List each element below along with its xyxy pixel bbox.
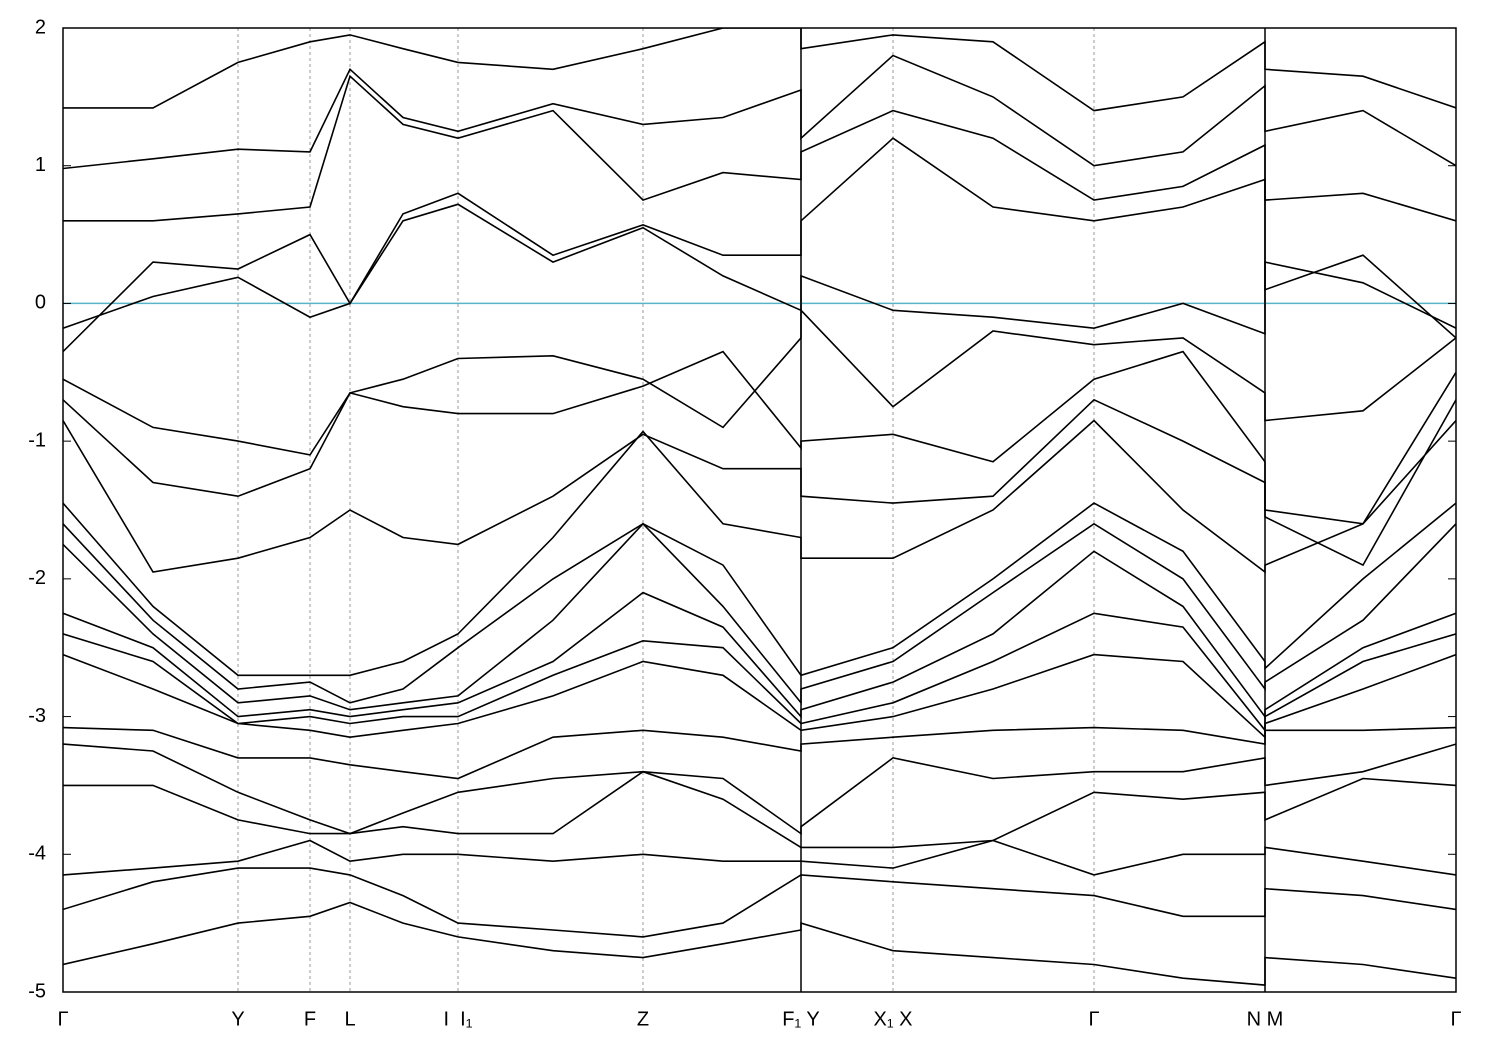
x-tick-label: Z (637, 1008, 649, 1030)
band-line (63, 137, 1456, 353)
x-tick-label: Y (231, 1008, 244, 1030)
band-line (63, 350, 1456, 525)
x-tick-label: L (344, 1008, 355, 1030)
y-tick-label: 1 (35, 154, 46, 176)
y-tick-label: -2 (28, 567, 46, 589)
x-tick-label: N M (1247, 1008, 1284, 1030)
y-tick-label: -1 (28, 429, 46, 451)
band-line (63, 770, 1456, 849)
y-tick-label: -4 (28, 843, 46, 865)
x-tick-label: F₁ Y (782, 1008, 820, 1030)
x-tick-label: Γ (1088, 1008, 1099, 1030)
band-line (63, 308, 1456, 456)
x-tick-label: I I₁ (444, 1008, 473, 1030)
grid (62, 28, 1457, 992)
band-line (63, 522, 1456, 711)
band-line (63, 419, 1456, 677)
band-line (63, 398, 1456, 573)
labels: -5 -4 -3 -2 -1 0 1 2 Γ Y F L I I₁ Z F₁ Y X₁ X Γ N M Γ (28, 16, 1461, 1030)
band-line (63, 203, 1456, 335)
bands (63, 28, 1456, 986)
band-line (63, 901, 1456, 986)
y-tick-label: 2 (35, 16, 46, 38)
x-tick-label: X₁ X (874, 1008, 913, 1030)
band-line (63, 54, 1456, 170)
band-line (63, 74, 1456, 222)
plot-frame (62, 27, 1457, 993)
band-line (63, 653, 1456, 740)
band-line (63, 550, 1456, 720)
band-line (63, 867, 1456, 938)
y-tick-label: 0 (35, 292, 46, 314)
x-tick-label: Γ (1450, 1008, 1461, 1030)
band-line (63, 839, 1456, 876)
band-line (63, 28, 1456, 112)
x-tick-label: F (304, 1008, 316, 1030)
band-line (63, 743, 1456, 836)
band-line (63, 502, 1456, 704)
y-tick-label: -5 (28, 980, 46, 1002)
y-tick-label: -3 (28, 705, 46, 727)
band-line (63, 726, 1456, 780)
x-tick-label: Γ (57, 1008, 68, 1030)
